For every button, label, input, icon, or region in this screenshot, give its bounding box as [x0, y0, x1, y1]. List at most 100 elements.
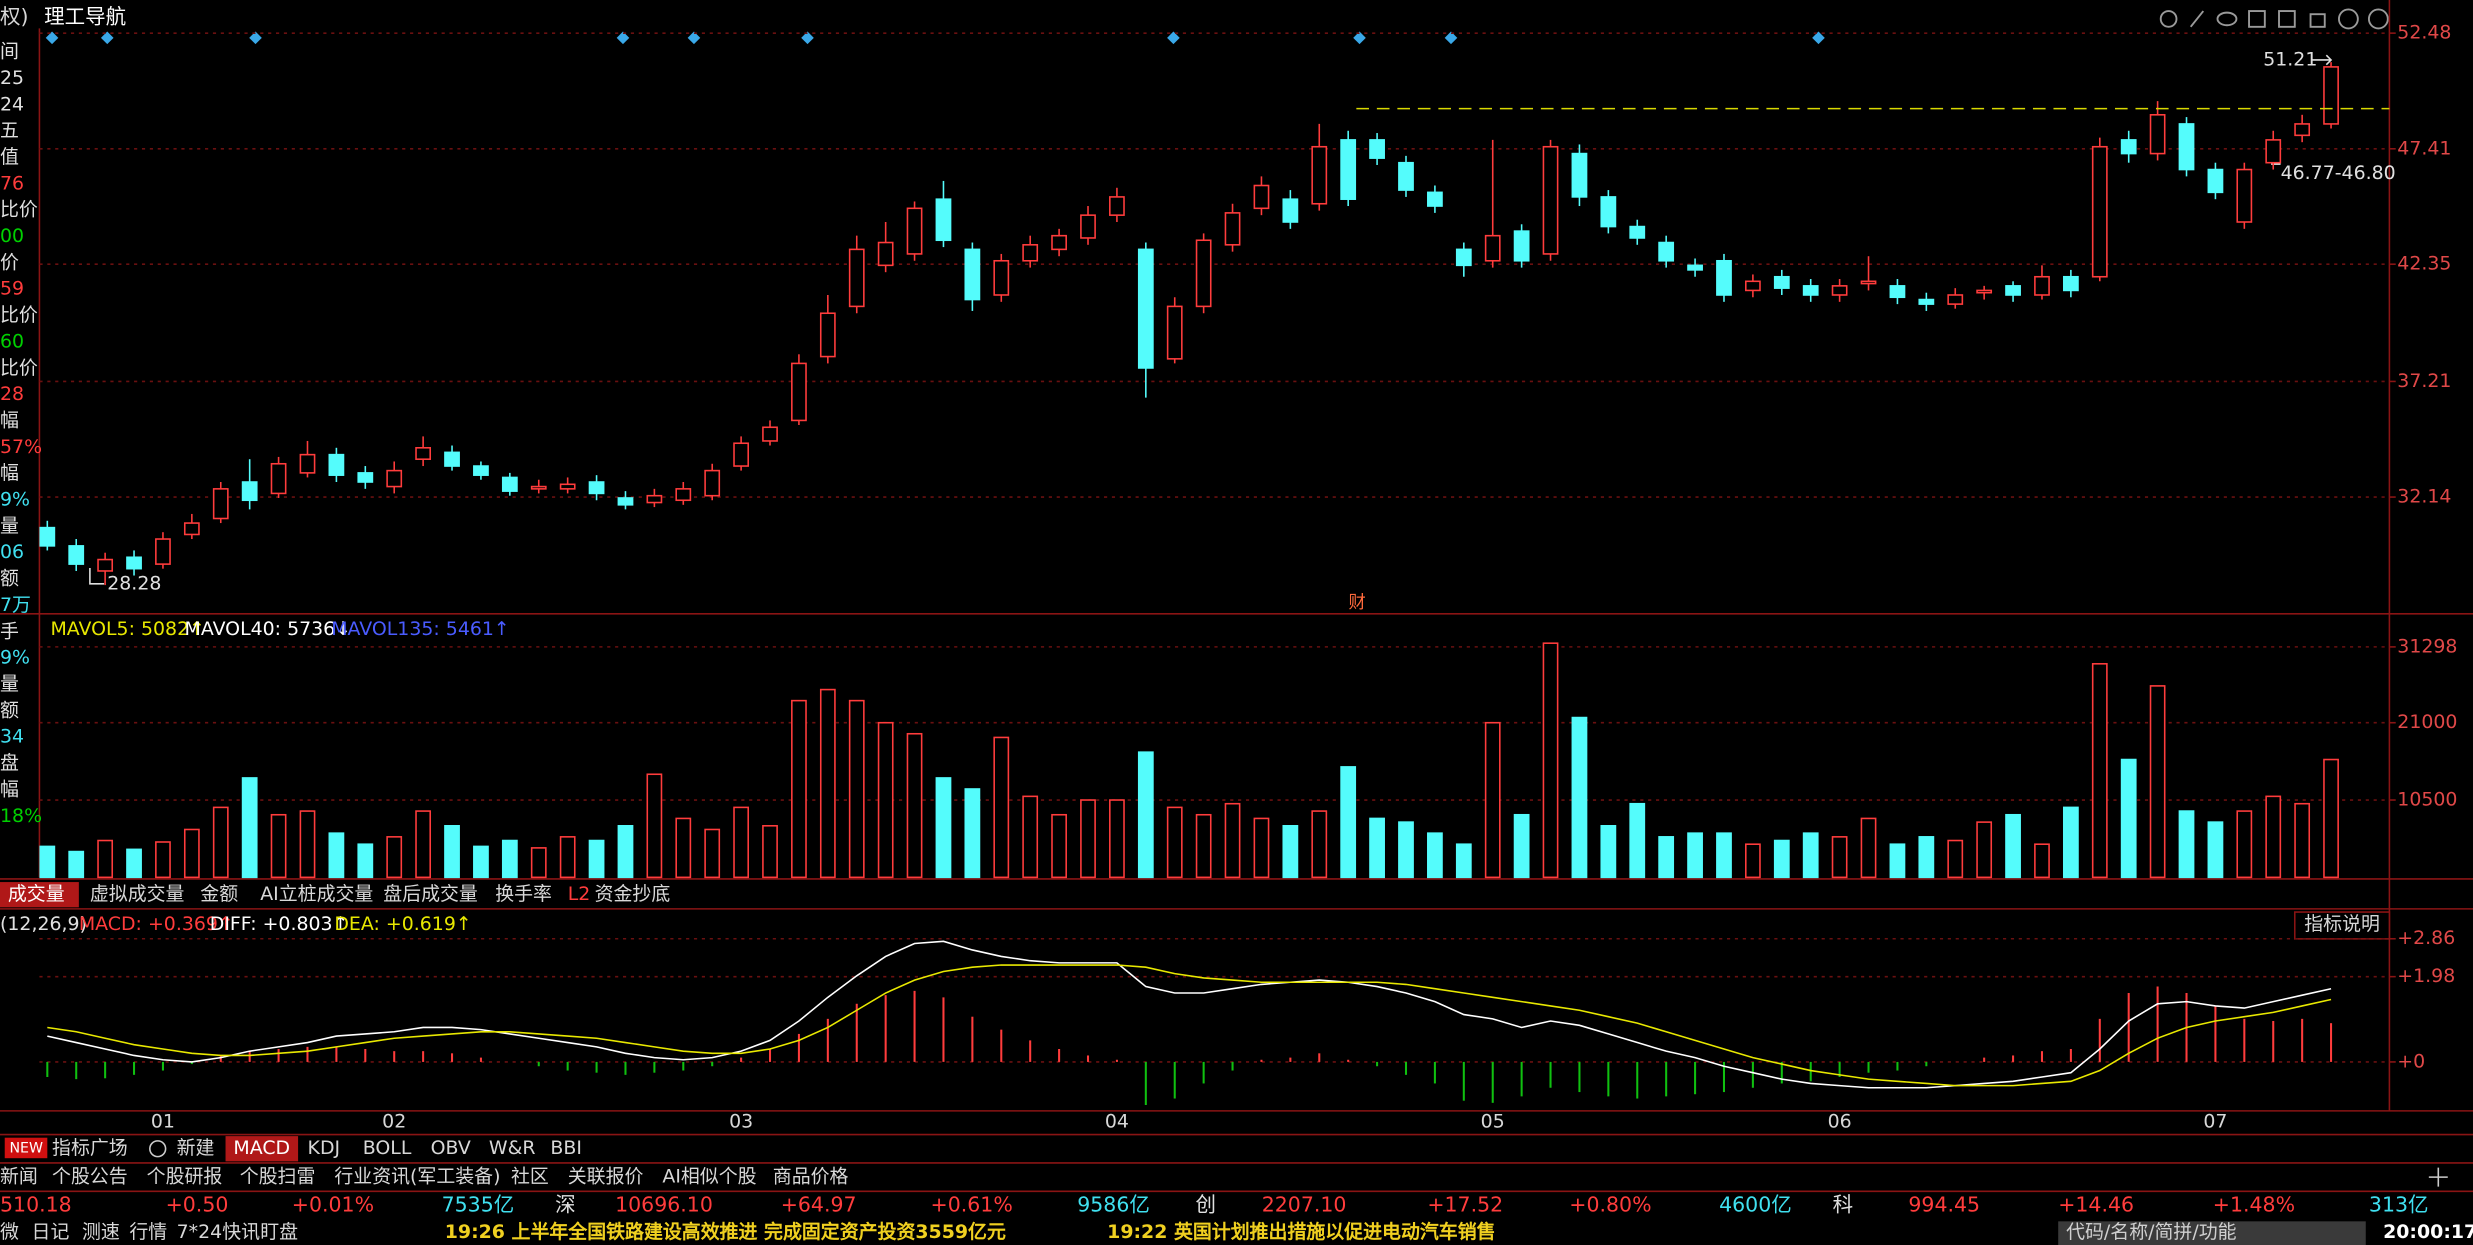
expand-icon[interactable] [2428, 1167, 2448, 1187]
news-tab[interactable]: 社区 [511, 1166, 549, 1188]
volume-bar [1253, 817, 1270, 879]
candle-body [1745, 280, 1761, 292]
volume-bar [2294, 802, 2311, 879]
indicator-tab[interactable]: 指标广场 [52, 1137, 128, 1159]
candle-body [877, 241, 894, 267]
search-box[interactable] [2058, 1221, 2366, 1245]
indicator-tab[interactable]: BBI [550, 1137, 582, 1159]
news-tab[interactable]: 行业资讯(军工装备) [334, 1166, 500, 1188]
button-frame[interactable] [2293, 911, 2391, 940]
volume-bar [646, 773, 663, 879]
status-tab[interactable]: 日记 [32, 1221, 70, 1243]
indicator-tab[interactable]: OBV [431, 1137, 471, 1159]
candle-body [1773, 275, 1790, 289]
sidebar-item: 34 [0, 726, 24, 748]
volume-bar [1658, 836, 1675, 879]
volume-bar [1137, 751, 1154, 879]
status-tab[interactable]: 测速 [82, 1221, 120, 1243]
candle-body [386, 469, 403, 488]
news-tab[interactable]: 关联报价 [568, 1166, 644, 1188]
volume-bar [328, 832, 345, 879]
search-placeholder[interactable]: 代码/名称/简拼/功能 [2066, 1221, 2237, 1243]
volume-bar [2091, 663, 2108, 879]
sidebar-item: 量 [0, 515, 19, 537]
volume-bar [1600, 825, 1617, 879]
candle-body [2178, 123, 2195, 171]
news-tab[interactable]: 个股研报 [147, 1166, 223, 1188]
volume-bar [1773, 839, 1790, 879]
candle-body [1455, 248, 1472, 267]
indicator-tab[interactable]: MACD [233, 1137, 290, 1159]
volume-bar [444, 825, 460, 879]
indicator-tab[interactable]: W&R [489, 1137, 536, 1159]
sidebar-item: 76 [0, 172, 24, 194]
volume-bar [1802, 832, 1819, 879]
sidebar-item: 幅 [0, 409, 19, 431]
candle-body [1600, 196, 1617, 228]
volume-bar [877, 721, 894, 879]
status-tab[interactable]: 盯盘 [260, 1221, 298, 1243]
sidebar-item: 9% [0, 647, 30, 669]
news-ticker: 19:22 英国计划推出措施以促进电动汽车销售 [1107, 1220, 1495, 1243]
status-tab[interactable]: 行情 [129, 1221, 167, 1243]
candle-body [588, 481, 605, 495]
candle-body [1571, 152, 1588, 198]
index-item: +1.48% [2213, 1193, 2295, 1217]
volume-bar [39, 845, 56, 879]
volume-bar [2034, 843, 2050, 879]
news-tab[interactable]: 个股公告 [52, 1166, 128, 1188]
volume-tab[interactable]: 虚拟成交量 [90, 883, 185, 905]
status-tab[interactable]: 微 [0, 1221, 19, 1243]
volume-bar [1080, 799, 1096, 879]
candle-body [2207, 168, 2224, 194]
indicator-tab[interactable]: KDJ [308, 1137, 341, 1159]
sidebar-item: 06 [0, 541, 24, 563]
active-indicator-bg [225, 1136, 299, 1162]
candle-body [212, 488, 229, 520]
volume-bar [183, 828, 200, 879]
clock: 20:00:17 [2383, 1221, 2473, 1243]
indicator-tab[interactable]: NEW [9, 1141, 43, 1157]
indicator-tab[interactable]: 新建 [177, 1137, 215, 1159]
candle-body [675, 488, 692, 502]
volume-tab[interactable]: AI立桩成交量 [260, 883, 373, 905]
x-tick-label: 06 [1828, 1110, 1852, 1132]
sidebar-item: 28 [0, 383, 24, 405]
volume-tab[interactable]: L2 [568, 883, 591, 905]
y-tick-label: +0 [2397, 1050, 2425, 1072]
x-tick-label: 05 [1481, 1110, 1505, 1132]
status-tab[interactable]: 7*24快讯 [177, 1221, 260, 1243]
sidebar-item: 24 [0, 93, 24, 115]
toolbar-icons[interactable] [2159, 8, 2389, 30]
sidebar-item: 量 [0, 673, 19, 695]
volume-legend: MAVOL5: 5082↑ [50, 618, 205, 640]
sidebar-item: 盘 [0, 752, 19, 774]
candle-body [2149, 114, 2166, 155]
indicator-help[interactable]: 指标说明 [2304, 913, 2380, 935]
candle-body [1427, 191, 1443, 207]
candle-body [1253, 184, 1270, 210]
indicator-tab[interactable]: BOLL [363, 1137, 412, 1159]
volume-bar [126, 848, 142, 879]
volume-tab[interactable]: 换手率 [495, 883, 552, 905]
news-tab[interactable]: AI相似个股 [662, 1166, 756, 1188]
volume-tab[interactable]: 盘后成交量 [383, 883, 478, 905]
volume-legend: MAVOL135: 5461↑ [331, 618, 510, 640]
volume-tab[interactable]: 成交量 [8, 883, 65, 905]
candle-body [444, 451, 460, 467]
high-annotation: 51.21 [2263, 48, 2317, 70]
volume-bar [1745, 843, 1761, 879]
candle-body [530, 485, 547, 490]
candle-body [1340, 139, 1357, 200]
volume-bar [299, 810, 316, 879]
y-tick-label: 37.21 [2397, 370, 2451, 392]
volume-bar [155, 841, 171, 879]
candle-body [1080, 214, 1096, 239]
sidebar-item: 59 [0, 278, 24, 300]
news-tab[interactable]: 商品价格 [773, 1166, 849, 1188]
candle-body [1051, 234, 1067, 251]
volume-tab[interactable]: 金额 [200, 883, 238, 905]
news-tab[interactable]: 个股扫雷 [240, 1166, 316, 1188]
volume-tab[interactable]: 资金抄底 [595, 883, 671, 905]
news-tab[interactable]: 新闻 [0, 1166, 38, 1188]
